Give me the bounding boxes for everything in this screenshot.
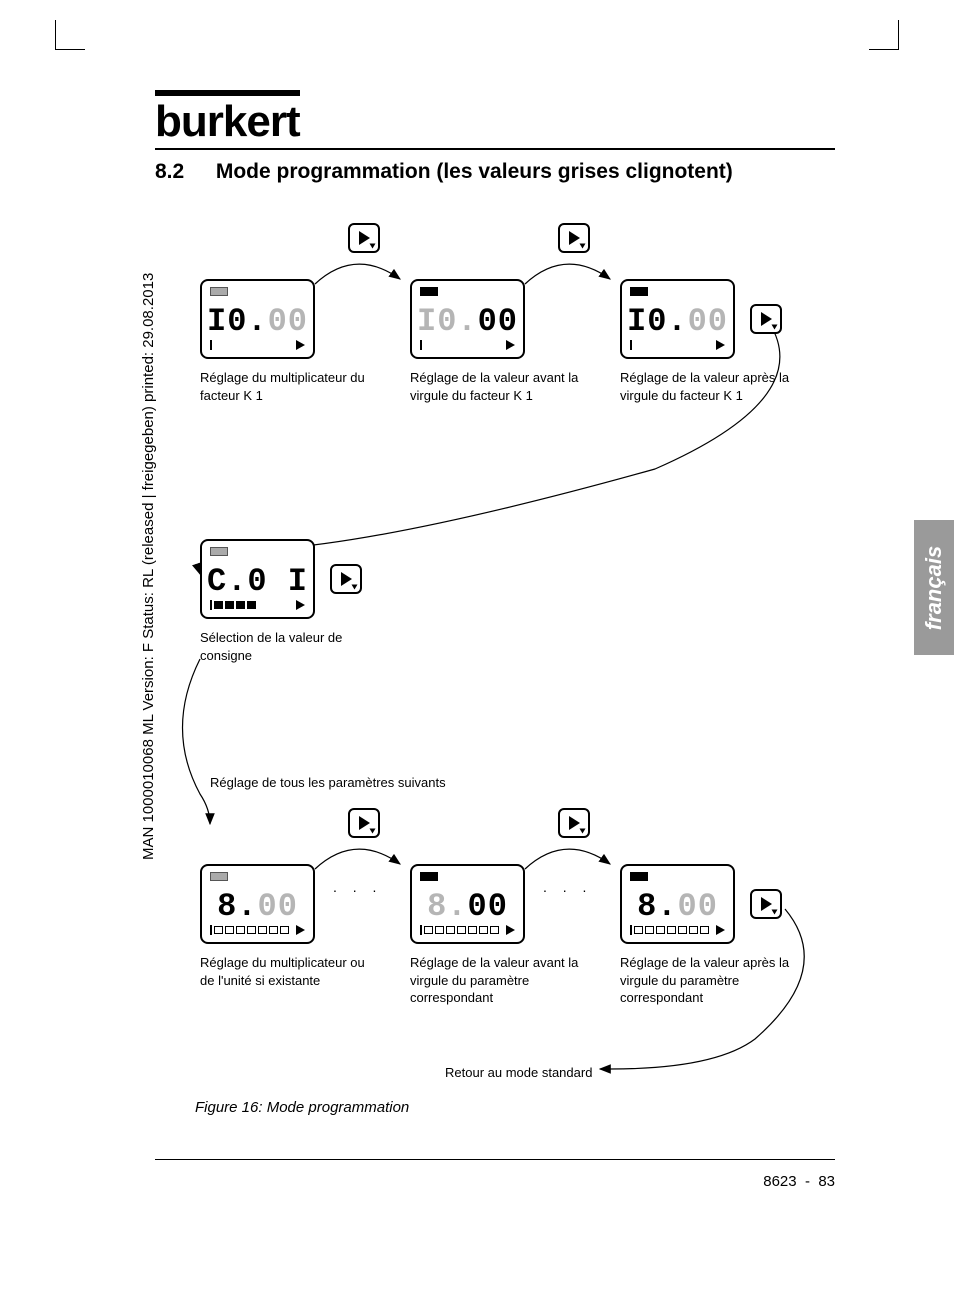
lcd-digits: C.0 I (202, 563, 313, 600)
footer-text: 8623 - 83 (763, 1173, 835, 1190)
heading-number: 8.2 (155, 160, 210, 184)
figure-caption: Figure 16: Mode programmation (195, 1099, 845, 1116)
next-button[interactable] (558, 808, 590, 838)
lcd-setpoint-select: C.0 I (200, 539, 315, 619)
sub-arrow-icon (370, 829, 376, 834)
caption-param-mult: Réglage du multiplicateur ou de l'unité … (200, 954, 370, 989)
lcd-k1-multiplier: I0.00 (200, 279, 315, 359)
lcd-digits: I0.00 (202, 303, 313, 340)
next-button[interactable] (330, 564, 362, 594)
lcd-digits: I0.00 (622, 303, 733, 340)
sub-arrow-icon (580, 829, 586, 834)
footer-rule (155, 1159, 835, 1160)
row3-label: Réglage de tous les paramètres suivants (210, 774, 510, 792)
crop-mark-tl (55, 20, 85, 50)
return-label: Retour au mode standard (445, 1064, 645, 1082)
battery-icon (420, 287, 438, 296)
lcd-digits: 8.00 (412, 888, 523, 925)
lcd-scale (420, 339, 515, 351)
caption-k1-before: Réglage de la valeur avant la virgule du… (410, 369, 580, 404)
lcd-digits: I0.00 (412, 303, 523, 340)
lcd-digits: 8.00 (622, 888, 733, 925)
play-icon (359, 231, 370, 245)
logo-text: burkert (155, 97, 300, 146)
next-button[interactable] (750, 889, 782, 919)
next-button[interactable] (750, 304, 782, 334)
caption-k1-mult: Réglage du multiplicateur du facteur K 1 (200, 369, 370, 404)
lcd-k1-before-comma: I0.00 (410, 279, 525, 359)
language-tab: français (914, 520, 954, 655)
lcd-scale (420, 924, 515, 936)
battery-icon (630, 872, 648, 881)
caption-param-before: Réglage de la valeur avant la virgule du… (410, 954, 580, 1007)
logo-umlaut-dots: . . (175, 78, 208, 96)
play-icon (761, 312, 772, 326)
language-label: français (921, 545, 947, 629)
lcd-scale (210, 924, 305, 936)
page-content: . . burkert 8.2 Mode programmation (les … (155, 80, 845, 1220)
sub-arrow-icon (772, 325, 778, 330)
caption-setpoint: Sélection de la valeur de consigne (200, 629, 370, 664)
section-heading: 8.2 Mode programmation (les valeurs gris… (155, 160, 845, 184)
battery-icon (210, 547, 228, 556)
play-icon (359, 816, 370, 830)
battery-icon (630, 287, 648, 296)
lcd-param-before: 8.00 (410, 864, 525, 944)
ellipsis-1: . . . (333, 879, 382, 895)
caption-param-after: Réglage de la valeur après la virgule du… (620, 954, 790, 1007)
ellipsis-2: . . . (543, 879, 592, 895)
lcd-digits: 8.00 (202, 888, 313, 925)
next-button[interactable] (348, 808, 380, 838)
play-icon (569, 231, 580, 245)
sub-arrow-icon (580, 244, 586, 249)
next-button[interactable] (558, 223, 590, 253)
lcd-scale (210, 599, 305, 611)
footer-doc: 8623 (763, 1173, 796, 1190)
header-rule (155, 148, 835, 150)
footer-page: 83 (818, 1173, 835, 1190)
footer-sep: - (805, 1173, 810, 1190)
sub-arrow-icon (370, 244, 376, 249)
play-icon (341, 572, 352, 586)
lcd-param-multiplier: 8.00 (200, 864, 315, 944)
sub-arrow-icon (772, 910, 778, 915)
lcd-scale (210, 339, 305, 351)
battery-icon (210, 287, 228, 296)
caption-k1-after: Réglage de la valeur après la virgule du… (620, 369, 790, 404)
battery-icon (210, 872, 228, 881)
lcd-k1-after-comma: I0.00 (620, 279, 735, 359)
lcd-param-after: 8.00 (620, 864, 735, 944)
sub-arrow-icon (352, 585, 358, 590)
heading-title: Mode programmation (les valeurs grises c… (216, 160, 733, 183)
crop-mark-tr (869, 20, 899, 50)
play-icon (569, 816, 580, 830)
flow-diagram: I0.00 I0.00 I0.00 Réglage du multiplicat… (155, 209, 835, 1079)
play-icon (761, 897, 772, 911)
next-button[interactable] (348, 223, 380, 253)
burkert-logo: . . burkert (155, 90, 300, 144)
lcd-scale (630, 924, 725, 936)
lcd-scale (630, 339, 725, 351)
battery-icon (420, 872, 438, 881)
